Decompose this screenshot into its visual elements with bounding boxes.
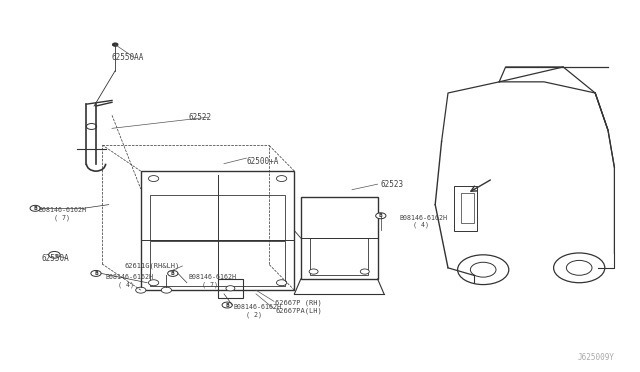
Text: B: B	[379, 213, 383, 218]
Text: 62667PA(LH): 62667PA(LH)	[275, 307, 322, 314]
Bar	[454, 186, 477, 231]
Bar	[461, 193, 474, 223]
Circle shape	[168, 270, 178, 276]
Text: B08146-6162H: B08146-6162H	[38, 207, 86, 213]
Text: 62611G(RH&LH): 62611G(RH&LH)	[125, 263, 180, 269]
Bar	[218, 279, 243, 298]
Text: 62550AA: 62550AA	[112, 53, 145, 62]
Circle shape	[222, 302, 232, 308]
Text: ( 7): ( 7)	[202, 281, 218, 288]
Circle shape	[113, 43, 118, 46]
Circle shape	[554, 253, 605, 283]
Text: ( 7): ( 7)	[54, 214, 70, 221]
Circle shape	[309, 269, 318, 274]
Bar	[301, 197, 378, 279]
Text: 62523: 62523	[381, 180, 404, 189]
Text: B08146-6162H: B08146-6162H	[189, 274, 237, 280]
Text: ( 4): ( 4)	[413, 222, 429, 228]
Text: ( 2): ( 2)	[246, 311, 262, 318]
Circle shape	[360, 269, 369, 274]
Circle shape	[30, 205, 40, 211]
Circle shape	[161, 287, 172, 293]
Circle shape	[458, 255, 509, 285]
Text: B: B	[171, 271, 175, 276]
Text: B: B	[94, 271, 98, 276]
Circle shape	[136, 287, 146, 293]
Text: B08146-6162H: B08146-6162H	[400, 215, 448, 221]
Circle shape	[49, 251, 60, 258]
Text: B: B	[225, 302, 229, 308]
Bar	[150, 241, 285, 286]
Bar	[150, 195, 285, 240]
Circle shape	[376, 213, 386, 219]
Text: J625009Y: J625009Y	[577, 353, 614, 362]
Bar	[141, 171, 294, 290]
Circle shape	[566, 260, 592, 275]
Text: B: B	[33, 206, 37, 211]
Bar	[310, 238, 368, 275]
Circle shape	[276, 280, 287, 286]
Circle shape	[226, 286, 235, 291]
Circle shape	[86, 124, 97, 129]
Text: 62667P (RH): 62667P (RH)	[275, 300, 322, 307]
Text: B08146-6162H: B08146-6162H	[106, 274, 154, 280]
Text: ( 4): ( 4)	[118, 281, 134, 288]
Text: 62522: 62522	[189, 113, 212, 122]
Circle shape	[52, 253, 57, 256]
Circle shape	[470, 262, 496, 277]
Text: 62500+A: 62500+A	[246, 157, 279, 166]
Text: 62550A: 62550A	[42, 254, 69, 263]
Circle shape	[148, 280, 159, 286]
Circle shape	[148, 176, 159, 182]
Circle shape	[91, 270, 101, 276]
Text: B08146-6162H: B08146-6162H	[234, 304, 282, 310]
Circle shape	[276, 176, 287, 182]
